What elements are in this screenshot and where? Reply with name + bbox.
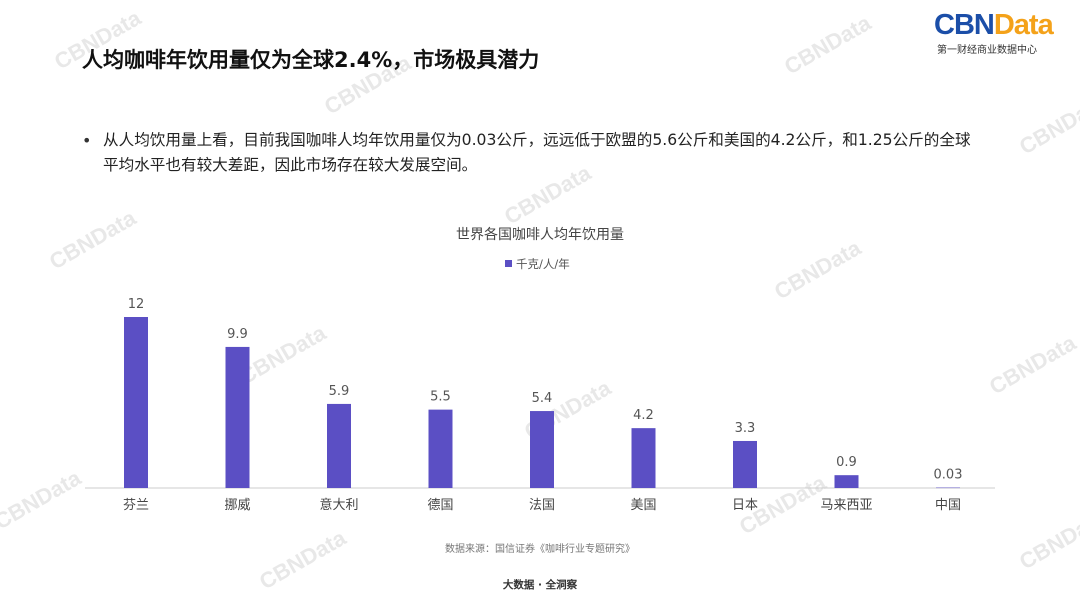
data-label-3: 5.5 [430,390,451,405]
data-label-4: 5.4 [532,391,553,406]
x-tick-label-5: 美国 [630,498,656,513]
data-label-1: 9.9 [227,327,248,342]
cbndata-logo: CBNData 第一财经商业数据中心 [934,9,1072,56]
logo-wordmark: CBNData [934,9,1054,41]
slide-title: 人均咖啡年饮用量仅为全球2.4%，市场极具潜力 [82,48,540,72]
bullet-text: 从人均饮用量上看，目前我国咖啡人均年饮用量仅为0.03公斤，远远低于欧盟的5.6… [103,131,971,174]
bar-8 [936,487,960,489]
bar-7 [834,475,859,488]
bar-group: 12 芬兰 9.9 挪威 5.9 意大利 5.5 德国 5.4 法国 4.2 美国 3.3 日本 0.9 马来… [123,297,962,513]
legend-label: 千克/人/年 [516,257,570,271]
data-label-0: 12 [128,297,145,312]
x-tick-label-1: 挪威 [224,498,250,513]
footer-slogan: 大数据 · 全洞察 [502,579,578,591]
logo-data-text: Data [993,9,1054,41]
data-label-5: 4.2 [633,408,654,423]
bar-5 [631,428,656,488]
data-label-7: 0.9 [836,455,857,470]
logo-cbn-text: CBN [934,9,995,41]
x-tick-label-0: 芬兰 [123,498,149,513]
x-tick-label-4: 法国 [529,498,555,513]
x-tick-label-6: 日本 [732,498,758,513]
legend-swatch [505,260,512,267]
bar-1 [225,346,250,488]
data-label-6: 3.3 [735,421,756,436]
data-label-2: 5.9 [329,384,350,399]
bullet-marker: • [82,131,92,150]
bar-0 [124,317,148,488]
x-tick-label-8: 中国 [935,498,961,513]
bar-3 [428,409,453,488]
logo-subtitle: 第一财经商业数据中心 [937,45,1037,56]
data-label-8: 0.03 [934,468,963,483]
source-note: 数据来源：国信证券《咖啡行业专题研究》 [445,542,635,555]
x-tick-label-3: 德国 [427,498,453,513]
bar-2 [327,403,351,488]
chart-title: 世界各国咖啡人均年饮用量 [456,227,624,243]
bar-4 [530,411,554,488]
bar-6 [733,440,757,488]
x-tick-label-7: 马来西亚 [820,498,872,513]
x-tick-label-2: 意大利 [319,497,358,513]
